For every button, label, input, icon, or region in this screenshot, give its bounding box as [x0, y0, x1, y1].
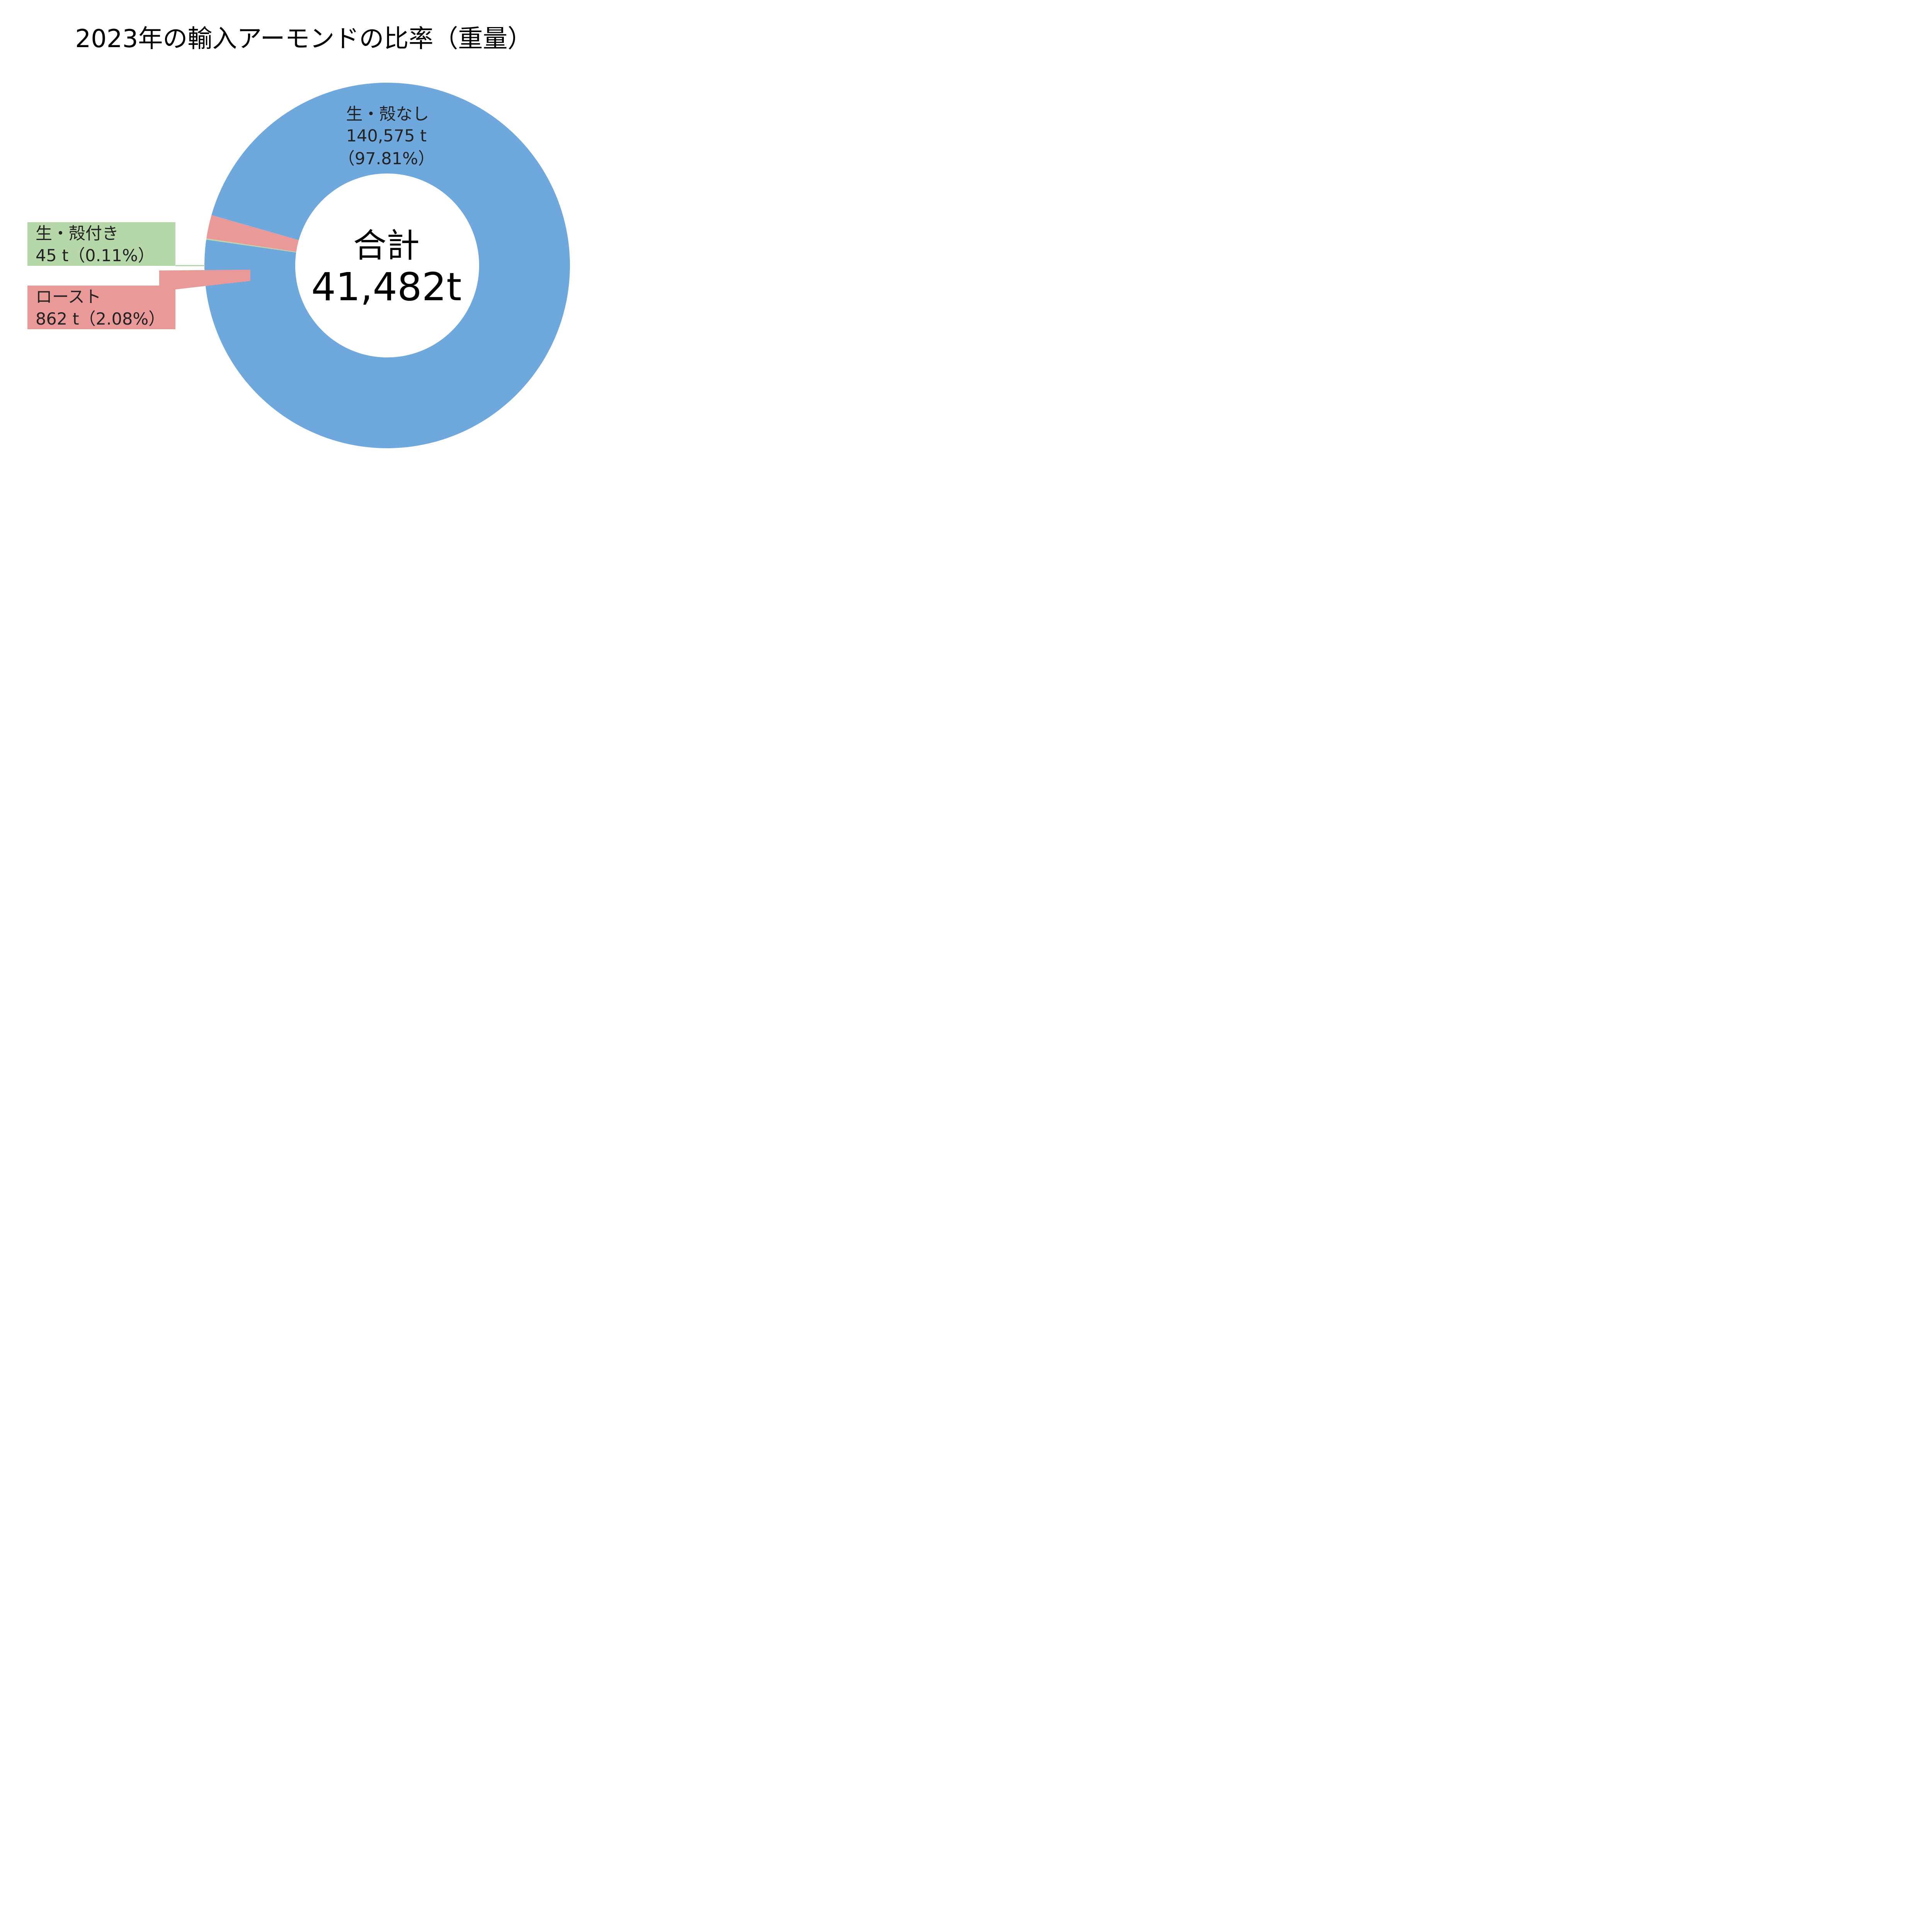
- slice-shelled: [204, 83, 570, 449]
- in-shell-label-value: 45 t: [36, 246, 68, 265]
- in-shell-label-name: 生・殻付き: [36, 224, 119, 243]
- in-shell-label-line2: 45 t（0.11%）: [36, 246, 155, 265]
- in-shell-leader: [175, 265, 205, 266]
- in-shell-label-percent: （0.11%）: [68, 246, 155, 265]
- donut-chart: 2023年の輸入アーモンドの比率（重量） 生・殻なし 140,575 t （97…: [27, 25, 570, 449]
- roast-label-value: 862 t: [36, 310, 79, 329]
- center-label: 合計: [353, 226, 420, 265]
- roast-label-name: ロースト: [36, 287, 101, 307]
- shelled-label-value: 140,575 t: [346, 126, 427, 146]
- roast-label-percent: （2.08%）: [79, 310, 165, 329]
- roast-label-line2: 862 t（2.08%）: [36, 310, 165, 329]
- roast-label-box: [27, 286, 175, 329]
- slice-roast: [206, 215, 299, 252]
- roast-leader: [159, 270, 250, 289]
- shelled-label-name: 生・殻なし: [346, 105, 429, 124]
- slices-group: [204, 83, 570, 449]
- shelled-label-percent: （97.81%）: [338, 149, 435, 168]
- center-total: 41,482t: [311, 264, 461, 310]
- chart-title: 2023年の輸入アーモンドの比率（重量）: [75, 25, 532, 53]
- slice-in-shell: [206, 238, 296, 253]
- in-shell-label-box: [27, 222, 175, 266]
